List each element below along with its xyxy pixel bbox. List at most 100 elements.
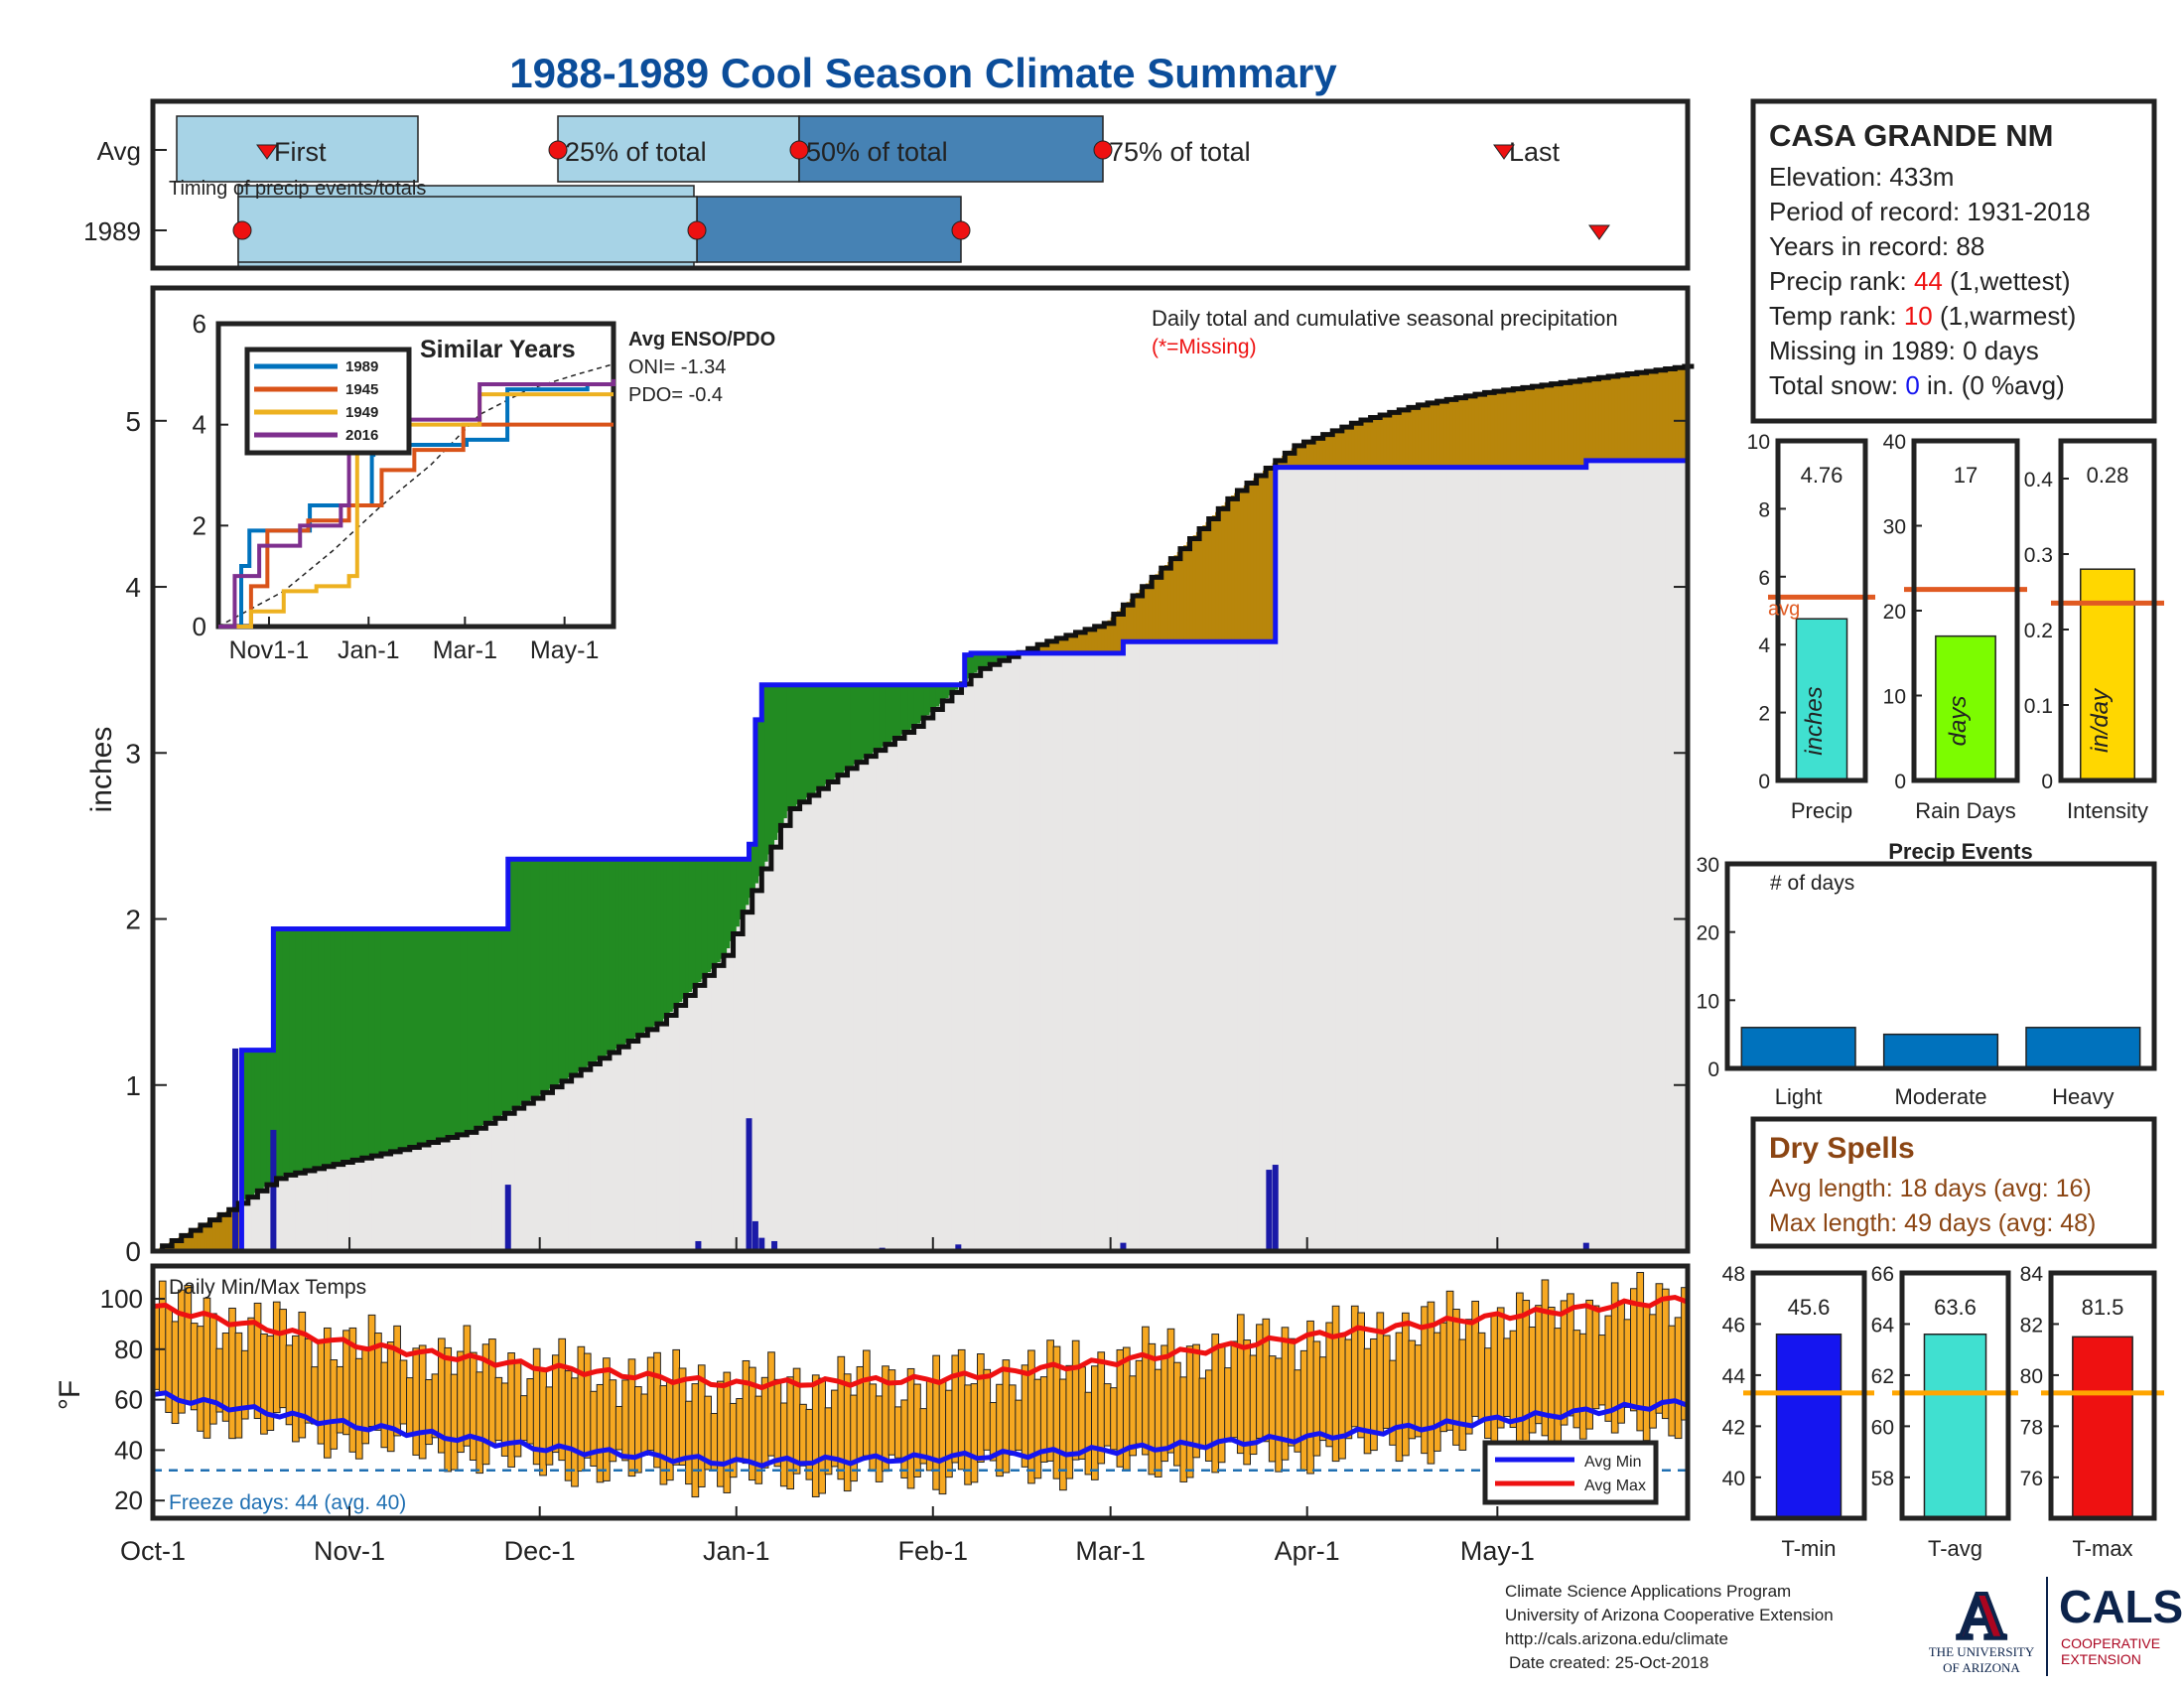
precip-surplus-fill: [422, 928, 427, 1145]
t-avg-ytick-label: 66: [1871, 1263, 1894, 1286]
t-avg-value-label: 63.6: [1934, 1295, 1977, 1320]
daily-temp-bar: [1503, 1337, 1511, 1418]
precip-surplus-fill: [377, 928, 382, 1155]
t-max-xlabel: T-max: [2072, 1536, 2132, 1561]
precip-deficit-fill: [1306, 440, 1311, 468]
precip-deficit-fill: [1322, 434, 1327, 468]
daily-temp-bar: [900, 1399, 909, 1478]
precip-base-fill: [321, 1167, 326, 1251]
freeze-label: Freeze days: 44 (avg. 40): [169, 1491, 406, 1514]
precip-base-fill: [409, 1147, 414, 1251]
precip-deficit-fill: [1049, 639, 1054, 653]
precip-surplus-fill: [869, 684, 874, 755]
timing-avg-first-marker: [256, 144, 278, 160]
precip-surplus-fill: [818, 684, 823, 789]
precip-deficit-fill: [1053, 638, 1057, 653]
precip-deficit-fill: [1389, 412, 1394, 468]
precip-surplus-fill: [295, 928, 300, 1174]
t-min-xlabel: T-min: [1782, 1536, 1837, 1561]
precip-base-fill: [1412, 467, 1416, 1251]
daily-temp-bar: [330, 1359, 339, 1450]
precip-deficit-fill: [1345, 425, 1349, 468]
precip-base-fill: [1303, 467, 1308, 1251]
precip-base-fill: [704, 975, 709, 1251]
precip-surplus-fill: [897, 684, 902, 737]
precip-base-fill: [786, 810, 791, 1251]
precip-surplus-fill: [327, 928, 332, 1167]
precip-base-fill: [1120, 652, 1125, 1251]
precip-base-fill: [358, 1158, 363, 1251]
timing-panel: Avg 1989 Timing of precip events/totals …: [83, 98, 1691, 271]
precip-deficit-fill: [1158, 571, 1162, 642]
daily-temp-bar: [1198, 1377, 1207, 1450]
daily-temp-bar: [1357, 1312, 1365, 1439]
t-max-bar: [2072, 1336, 2133, 1519]
precip-deficit-fill: [1497, 390, 1502, 468]
daily-temp-bar: [893, 1406, 902, 1459]
precip-base-fill: [767, 854, 772, 1251]
rain-days-ytick-label: 30: [1883, 516, 1906, 539]
precip-surplus-fill: [751, 844, 756, 891]
precip-surplus-fill: [441, 928, 446, 1140]
precip-rank-note: (1,wettest): [1950, 266, 2070, 296]
precip-base-fill: [809, 795, 813, 1251]
precip-events-ytick-label: 10: [1697, 990, 1719, 1013]
daily-temp-bar: [691, 1383, 700, 1498]
precip-base-fill: [1030, 652, 1035, 1251]
precip-base-fill: [958, 686, 963, 1251]
precip-base-fill: [1567, 467, 1571, 1251]
precip-deficit-fill: [1199, 528, 1203, 642]
daily-temp-bar: [279, 1309, 287, 1409]
precip-deficit-fill: [1040, 642, 1045, 653]
precip-surplus-fill: [292, 928, 297, 1174]
precip-surplus-fill: [913, 684, 918, 727]
precip-base-fill: [1262, 641, 1267, 1251]
station-years: Years in record: 88: [1769, 231, 1984, 261]
precip-base-fill: [286, 1175, 290, 1251]
precip-base-fill: [669, 1012, 674, 1251]
precip-base-fill: [276, 1178, 281, 1251]
precip-surplus-fill: [454, 928, 459, 1136]
precip-base-fill: [831, 779, 836, 1251]
temp-rank-value: 10: [1904, 301, 1933, 331]
precip-base-fill: [1202, 641, 1207, 1251]
daily-temp-bar: [729, 1402, 738, 1478]
precip-base-fill: [1297, 467, 1301, 1251]
precip-deficit-fill: [1136, 592, 1141, 642]
daily-temp-bar: [1509, 1330, 1518, 1429]
precip-base-fill: [1545, 467, 1550, 1251]
precip-base-fill: [1062, 652, 1067, 1251]
precip-surplus-fill: [302, 928, 306, 1172]
daily-precip-bar: [746, 1118, 752, 1251]
precip-base-fill: [1672, 460, 1676, 1251]
precip-base-fill: [1380, 467, 1384, 1251]
precip-deficit-fill: [1357, 420, 1362, 468]
temp-ytick-label: 100: [100, 1284, 143, 1314]
precip-surplus-fill: [900, 684, 905, 735]
precip-surplus-fill: [273, 928, 278, 1181]
dry-spells-max: Max length: 49 days (avg: 48): [1769, 1209, 2096, 1237]
precip-surplus-fill: [542, 859, 547, 1093]
daily-temp-bar: [1173, 1361, 1181, 1467]
precip-events-ylabel: # of days: [1770, 872, 1854, 895]
precip-base-fill: [701, 978, 706, 1251]
precip-surplus-fill: [618, 859, 623, 1048]
precip-surplus-fill: [863, 684, 868, 759]
precip-surplus-fill: [571, 859, 576, 1076]
precip-base-fill: [618, 1047, 623, 1251]
precip-base-fill: [1383, 467, 1388, 1251]
precip-base-fill: [603, 1055, 608, 1251]
precip-base-fill: [377, 1154, 382, 1251]
precip-base-fill: [806, 797, 810, 1251]
precip-surplus-fill: [568, 859, 573, 1077]
precip-base-fill: [1113, 652, 1118, 1251]
daily-temp-bar: [197, 1326, 205, 1432]
timing-row-1989: 1989: [83, 216, 141, 246]
t-min-ytick-label: 44: [1722, 1365, 1746, 1388]
precip-value-label: 4.76: [1801, 463, 1843, 488]
precip-base-fill: [428, 1142, 433, 1251]
precip-base-fill: [799, 801, 804, 1251]
precip-base-fill: [834, 776, 839, 1251]
precip-base-fill: [1415, 467, 1420, 1251]
precip-surplus-fill: [603, 859, 608, 1056]
